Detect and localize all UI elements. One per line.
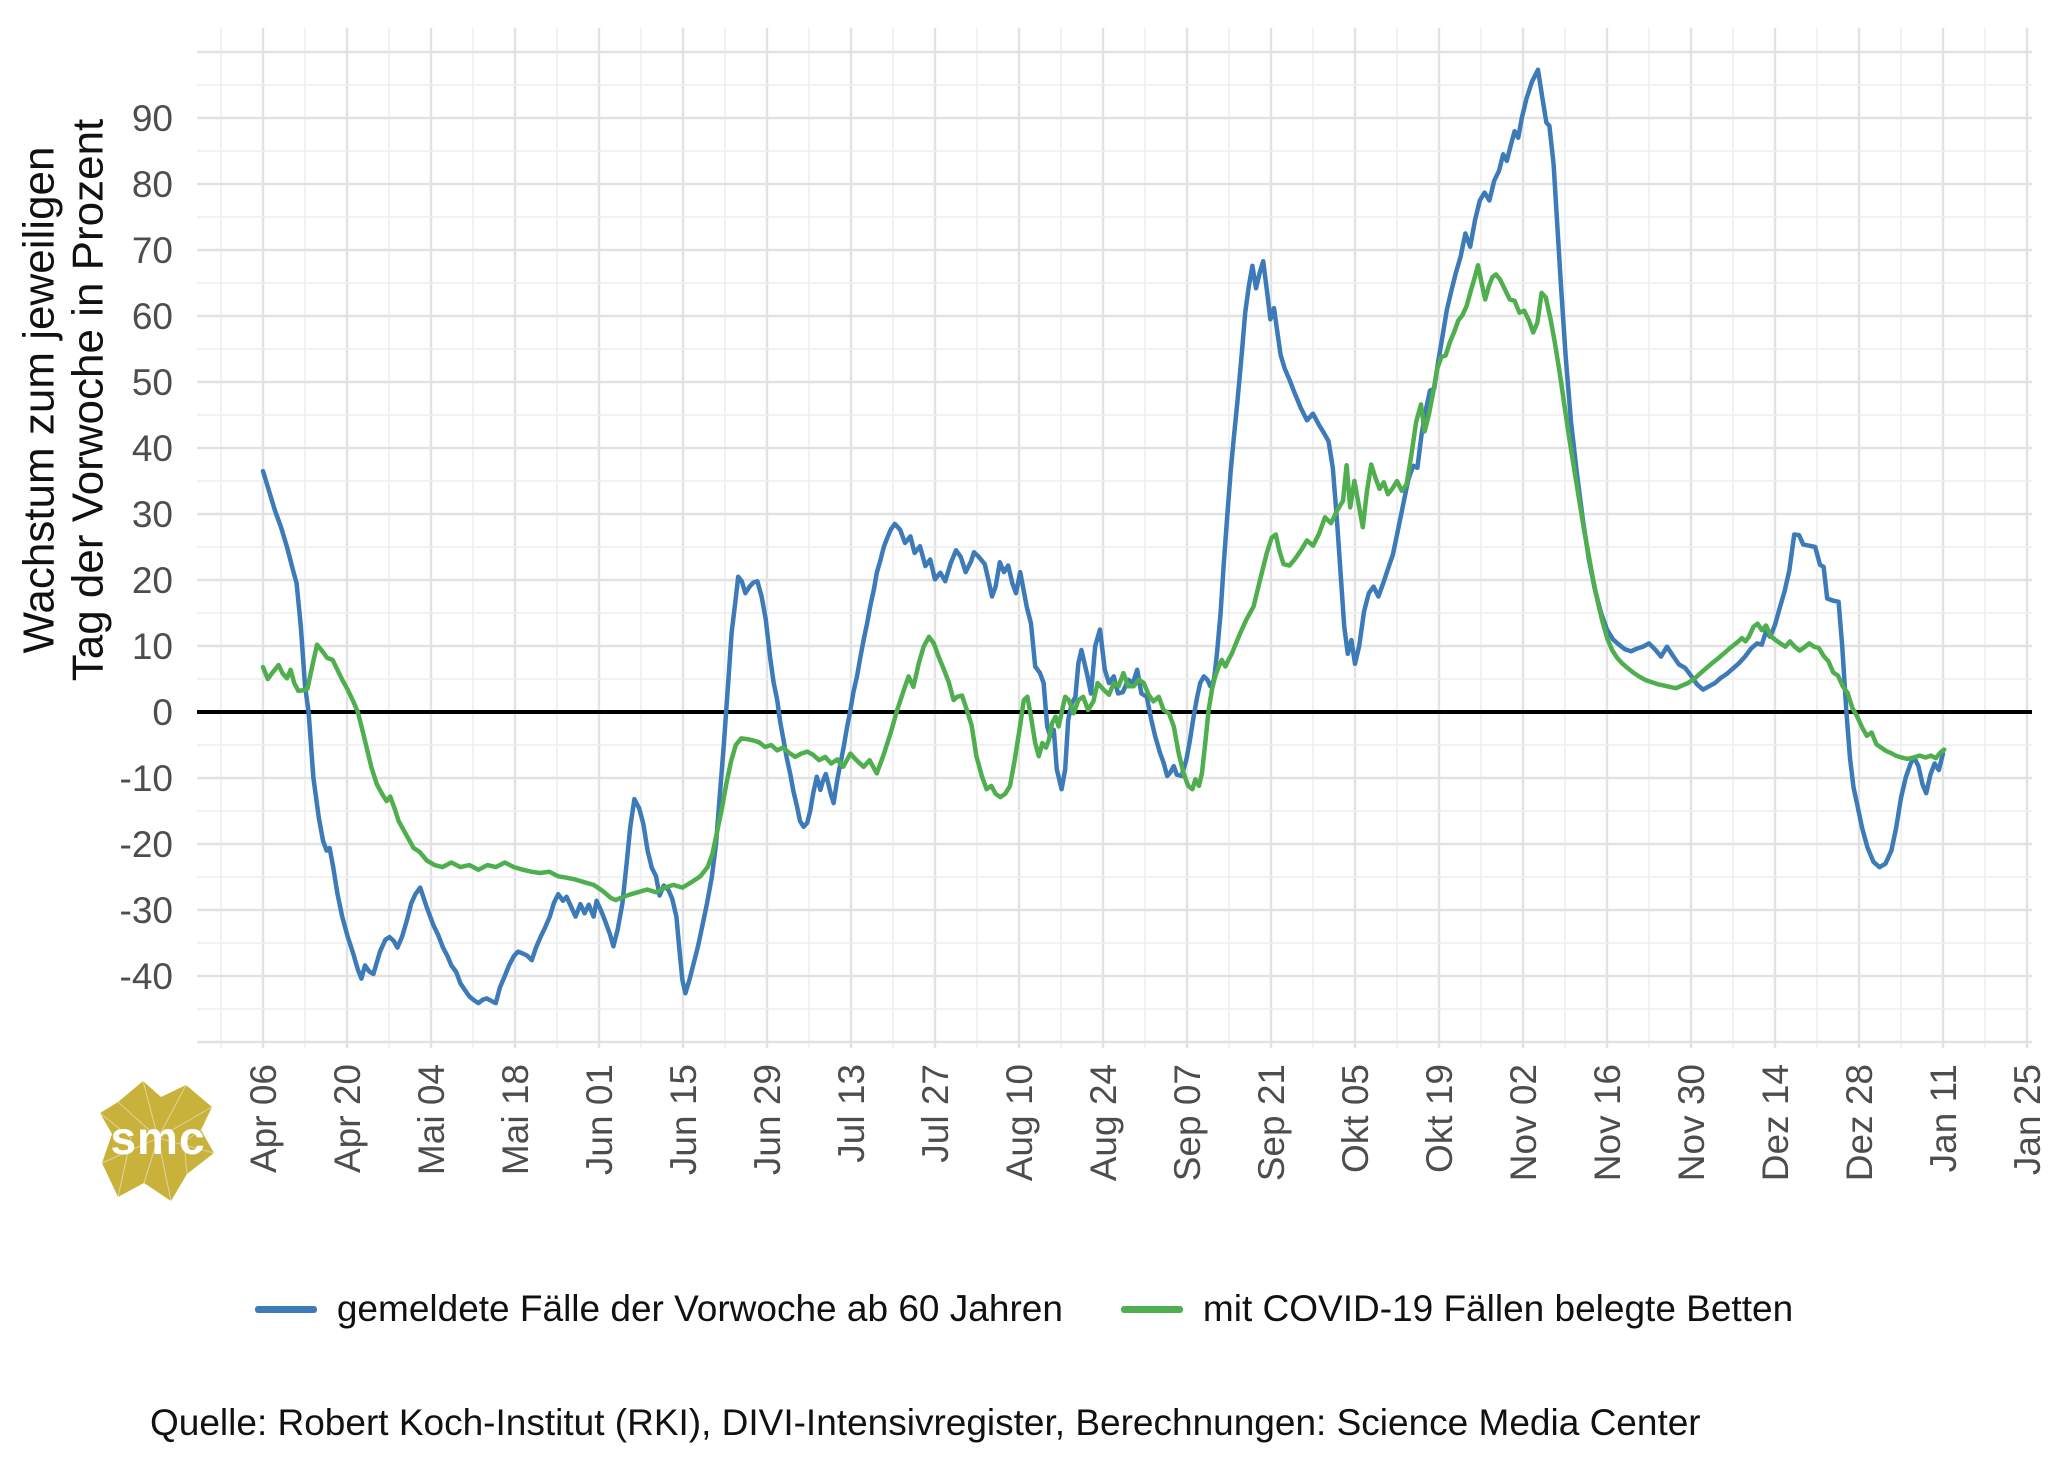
x-tick-label: Okt 05: [1335, 1064, 1376, 1173]
x-tick-label: Apr 20: [327, 1064, 368, 1173]
y-tick-label: 30: [132, 494, 173, 535]
y-tick-label: 50: [132, 362, 173, 403]
y-axis-title-line2: Tag der Vorwoche in Prozent: [64, 118, 113, 682]
y-tick-label: 0: [152, 692, 173, 733]
y-axis-labels: -40 -30 -20 -10 0 10 20 30 40 50 60 70 80 90: [120, 98, 173, 997]
y-tick-label: 70: [132, 230, 173, 271]
x-tick-label: Okt 19: [1419, 1064, 1460, 1173]
x-tick-label: Jan 25: [2007, 1064, 2048, 1175]
smc-logo: smc: [99, 1080, 215, 1202]
x-tick-label: Jun 01: [579, 1064, 620, 1175]
x-tick-label: Sep 21: [1251, 1064, 1292, 1181]
y-tick-label: 20: [132, 560, 173, 601]
smc-logo-blob: [100, 1081, 214, 1201]
x-tick-label: Jan 11: [1923, 1064, 1964, 1172]
y-tick-label: 80: [132, 164, 173, 205]
x-tick-label: Nov 30: [1671, 1064, 1712, 1181]
y-tick-label: 40: [132, 428, 173, 469]
x-tick-label: Dez 14: [1755, 1064, 1796, 1181]
x-tick-label: Apr 06: [243, 1064, 284, 1173]
legend-item-cases: gemeldete Fälle der Vorwoche ab 60 Jahre…: [254, 1288, 1063, 1330]
x-tick-label: Jul 27: [915, 1064, 956, 1163]
y-tick-label: -30: [120, 890, 173, 931]
x-tick-label: Nov 16: [1587, 1064, 1628, 1181]
legend-label-cases: gemeldete Fälle der Vorwoche ab 60 Jahre…: [336, 1288, 1063, 1329]
x-axis-labels: Apr 06 Apr 20 Mai 04 Mai 18 Jun 01 Jun 15 Jun …: [243, 1064, 2048, 1181]
source-note: Quelle: Robert Koch-Institut (RKI), DIVI…: [150, 1402, 1701, 1443]
x-tick-label: Sep 07: [1167, 1064, 1208, 1181]
y-tick-label: 60: [132, 296, 173, 337]
x-tick-label: Jun 15: [663, 1064, 704, 1175]
y-tick-label: 10: [132, 626, 173, 667]
smc-logo-text: smc: [110, 1112, 205, 1164]
series-layer: [260, 67, 1947, 1006]
y-tick-label: -20: [120, 824, 173, 865]
y-tick-label: -40: [120, 956, 173, 997]
y-axis-title: Wachstum zum jeweiligen Tag der Vorwoche…: [15, 119, 114, 682]
y-tick-label: 90: [132, 98, 173, 139]
x-tick-label: Mai 18: [495, 1064, 536, 1175]
y-axis-title-line1: Wachstum zum jeweiligen: [14, 146, 64, 654]
x-tick-label: Dez 28: [1839, 1064, 1880, 1181]
x-tick-label: Mai 04: [411, 1064, 452, 1175]
x-tick-label: Nov 02: [1503, 1064, 1544, 1181]
y-tick-label: -10: [120, 758, 173, 799]
legend-swatch-blue: [254, 1305, 317, 1313]
x-tick-label: Jul 13: [831, 1064, 872, 1163]
x-tick-label: Jun 29: [747, 1064, 788, 1175]
gridlines: [197, 28, 2032, 1048]
series-line-beds: [260, 262, 1947, 903]
legend: gemeldete Fälle der Vorwoche ab 60 Jahre…: [0, 1288, 2048, 1330]
legend-label-beds: mit COVID-19 Fällen belegte Betten: [1202, 1288, 1794, 1329]
x-tick-label: Aug 24: [1083, 1064, 1124, 1181]
legend-item-beds: mit COVID-19 Fällen belegte Betten: [1120, 1288, 1794, 1330]
x-tick-label: Aug 10: [999, 1064, 1040, 1181]
series-line-cases: [260, 67, 1946, 1006]
smc-logo-facets: [99, 1080, 215, 1202]
legend-swatch-green: [1120, 1305, 1183, 1313]
